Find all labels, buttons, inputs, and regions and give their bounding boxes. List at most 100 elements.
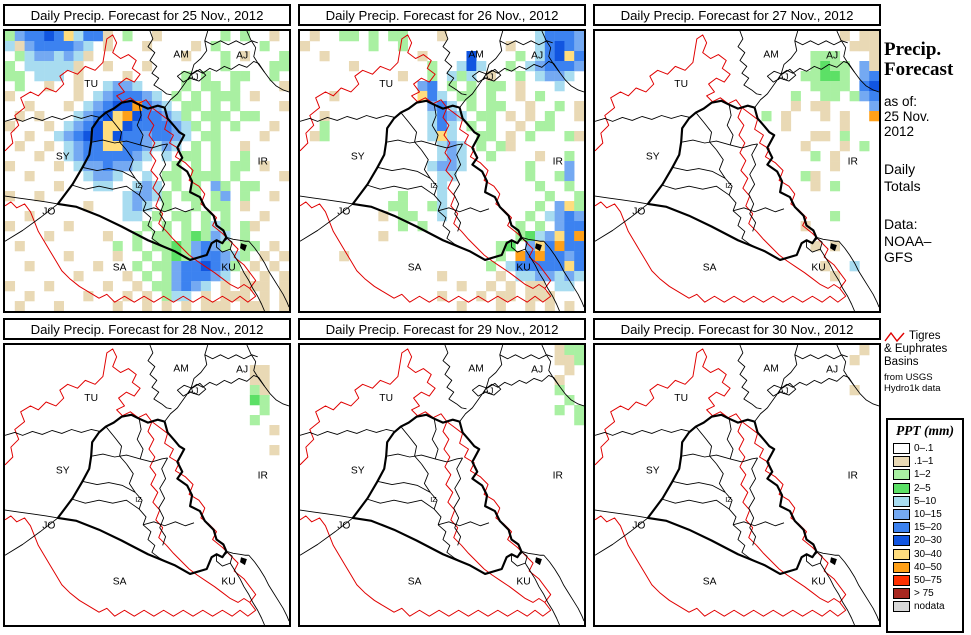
- legend-label: 0–.1: [914, 443, 934, 455]
- svg-text:IZ: IZ: [725, 181, 732, 190]
- legend-swatch: [893, 601, 910, 613]
- legend-swatch: [893, 574, 910, 586]
- svg-text:AM: AM: [173, 364, 188, 375]
- svg-text:IZ: IZ: [135, 181, 142, 190]
- svg-text:AJ: AJ: [778, 386, 788, 396]
- svg-text:TU: TU: [84, 79, 98, 90]
- legend-label: 15–20: [914, 522, 942, 534]
- asof-block: as of: 25 Nov. 2012: [884, 94, 970, 139]
- svg-text:KU: KU: [811, 263, 825, 274]
- svg-text:KU: KU: [516, 263, 530, 274]
- svg-text:SY: SY: [646, 152, 660, 163]
- panel-title: Daily Precip. Forecast for 26 Nov., 2012: [298, 4, 586, 26]
- sidebar: Precip. Forecast as of: 25 Nov. 2012 Dai…: [884, 40, 970, 266]
- svg-text:SY: SY: [351, 466, 365, 477]
- legend-entry: 10–15: [888, 508, 962, 521]
- svg-text:IR: IR: [848, 157, 858, 168]
- basin-note-line3: Basins: [884, 356, 919, 368]
- svg-text:IZ: IZ: [725, 495, 732, 504]
- legend-entry: 1–2: [888, 468, 962, 481]
- map-labels: AM AJ AJ TU SY IR JO SA KU IZ: [632, 50, 858, 274]
- svg-text:AM: AM: [468, 50, 483, 61]
- legend-rows: 0–.1.1–1 1–2 2–5 5–10 10–15 15–20 20–30 30–40 40…: [888, 442, 962, 613]
- totals-block: Daily Totals: [884, 161, 970, 194]
- svg-text:TU: TU: [379, 79, 393, 90]
- svg-text:JO: JO: [337, 521, 350, 532]
- basin-outlines: [595, 34, 847, 303]
- legend-label: > 75: [914, 588, 934, 600]
- svg-text:IZ: IZ: [430, 495, 437, 504]
- svg-text:TU: TU: [674, 79, 688, 90]
- svg-text:AJ: AJ: [826, 50, 838, 61]
- precip-map: AM AJ AJ TU SY IR JO SA KU IZ: [3, 29, 291, 313]
- legend-box: PPT (mm) 0–.1.1–1 1–2 2–5 5–10 10–15 15–20 20–…: [886, 418, 964, 633]
- svg-text:IR: IR: [848, 471, 858, 482]
- svg-text:AM: AM: [173, 50, 188, 61]
- precip-cells: [5, 31, 289, 311]
- legend-entry: 5–10: [888, 495, 962, 508]
- basin-note-line2: & Euphrates: [884, 343, 948, 355]
- map-labels: AM AJ AJ TU SY IR JO SA KU IZ: [42, 364, 268, 588]
- totals-line1: Daily: [884, 161, 916, 177]
- legend-swatch: [893, 469, 910, 481]
- precip-map: AM AJ AJ TU SY IR JO SA KU IZ: [593, 29, 881, 313]
- svg-text:TU: TU: [674, 393, 688, 404]
- legend-label: nodata: [914, 601, 945, 613]
- legend-title: PPT (mm): [895, 423, 955, 438]
- svg-text:SA: SA: [703, 263, 717, 274]
- svg-text:IZ: IZ: [135, 495, 142, 504]
- country-borders: [595, 31, 879, 311]
- legend-entry: nodata: [888, 600, 962, 613]
- basin-outlines: [5, 348, 257, 617]
- panel-title: Daily Precip. Forecast for 27 Nov., 2012: [593, 4, 881, 26]
- svg-text:SY: SY: [56, 466, 70, 477]
- legend-entry: .1–1: [888, 455, 962, 468]
- basin-note-line1: Tigres: [909, 330, 941, 342]
- svg-text:JO: JO: [632, 207, 645, 218]
- basin-outlines: [595, 348, 847, 617]
- asof-date-line2: 2012: [884, 124, 915, 139]
- legend-label: 2–5: [914, 482, 931, 494]
- basin-outlines: [5, 34, 257, 303]
- legend-label: 1–2: [914, 469, 931, 481]
- svg-text:AJ: AJ: [236, 50, 248, 61]
- legend-label: .1–1: [914, 456, 934, 468]
- legend-swatch: [893, 548, 910, 560]
- country-borders: [595, 345, 879, 625]
- svg-text:JO: JO: [42, 207, 55, 218]
- basin-note: Tigres & Euphrates Basins from USGS Hydr…: [884, 330, 971, 394]
- basin-outlines: [300, 348, 552, 617]
- svg-text:JO: JO: [632, 521, 645, 532]
- map-labels: AM AJ AJ TU SY IR JO SA KU IZ: [42, 50, 268, 274]
- panel-title: Daily Precip. Forecast for 28 Nov., 2012: [3, 318, 291, 340]
- svg-text:SA: SA: [113, 263, 127, 274]
- legend-swatch: [893, 561, 910, 573]
- svg-text:TU: TU: [84, 393, 98, 404]
- svg-text:SA: SA: [703, 577, 717, 588]
- precip-cells: [249, 365, 280, 456]
- precip-cells: [300, 31, 584, 311]
- heading-line1: Precip.: [884, 39, 942, 60]
- svg-text:KU: KU: [221, 263, 235, 274]
- legend-swatch: [893, 588, 910, 600]
- svg-text:KU: KU: [516, 577, 530, 588]
- svg-text:KU: KU: [221, 577, 235, 588]
- svg-text:SA: SA: [113, 577, 127, 588]
- legend-label: 30–40: [914, 548, 942, 560]
- legend-swatch: [893, 443, 910, 455]
- basin-note-small1: from USGS: [884, 372, 933, 383]
- country-borders: [300, 345, 584, 625]
- panel-title: Daily Precip. Forecast for 25 Nov., 2012: [3, 4, 291, 26]
- legend-entry: 0–.1: [888, 442, 962, 455]
- legend-entry: 40–50: [888, 561, 962, 574]
- legend-swatch: [893, 495, 910, 507]
- legend-label: 10–15: [914, 509, 942, 521]
- svg-text:AJ: AJ: [188, 386, 198, 396]
- legend-entry: > 75: [888, 587, 962, 600]
- country-borders: [5, 345, 289, 625]
- svg-text:AJ: AJ: [531, 50, 543, 61]
- svg-text:AJ: AJ: [778, 72, 788, 82]
- svg-text:IZ: IZ: [430, 181, 437, 190]
- data-source-line2: GFS: [884, 249, 913, 265]
- svg-text:TU: TU: [379, 393, 393, 404]
